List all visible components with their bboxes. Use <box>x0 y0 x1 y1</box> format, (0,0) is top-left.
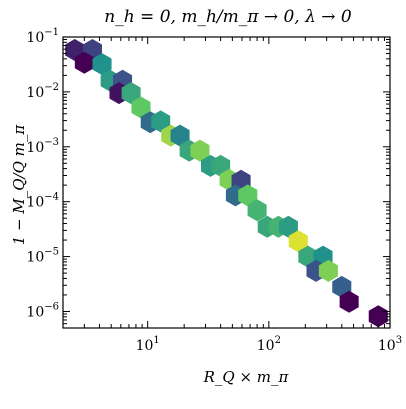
y-tick-label: 10−3 <box>26 137 59 156</box>
hexbin-cell-21 <box>247 199 267 222</box>
tick-labels: 101 102 103 10−1 10−2 10−3 10−4 10−5 10−6 <box>26 27 402 354</box>
plot-frame <box>62 36 391 329</box>
hexbin-cell-2 <box>74 51 94 74</box>
y-axis-label: 1 − M_Q/Q m_π <box>10 124 28 246</box>
y-tick-label: 10−6 <box>26 301 59 320</box>
hexbin-cell-32 <box>368 305 388 328</box>
hexbin-cell-12 <box>170 124 190 147</box>
hexbin-cell-25 <box>288 230 308 253</box>
hexbin-cell-29 <box>318 259 338 282</box>
hexbin-layer <box>65 38 388 328</box>
hexbin-cell-8 <box>131 96 151 119</box>
chart-title: n_h = 0, m_h/m_π → 0, λ → 0 <box>104 7 352 27</box>
hexbin-cell-20 <box>238 184 258 207</box>
hexbin-cell-3 <box>92 53 112 76</box>
axis-ticks <box>62 36 391 329</box>
hexbin-cell-24 <box>278 215 298 238</box>
x-tick-label: 103 <box>378 335 402 354</box>
hexbin-cell-10 <box>151 110 171 133</box>
x-axis-label: R_Q × m_π <box>203 368 290 386</box>
y-tick-label: 10−4 <box>26 192 59 211</box>
hexbin-cell-7 <box>121 82 141 105</box>
y-tick-label: 10−5 <box>26 247 59 266</box>
x-tick-label: 101 <box>136 335 160 354</box>
hexbin-cell-31 <box>339 290 359 313</box>
hexbin-cell-14 <box>190 139 210 162</box>
x-tick-label: 102 <box>257 335 281 354</box>
y-tick-label: 10−1 <box>26 27 59 46</box>
y-tick-label: 10−2 <box>26 82 59 101</box>
